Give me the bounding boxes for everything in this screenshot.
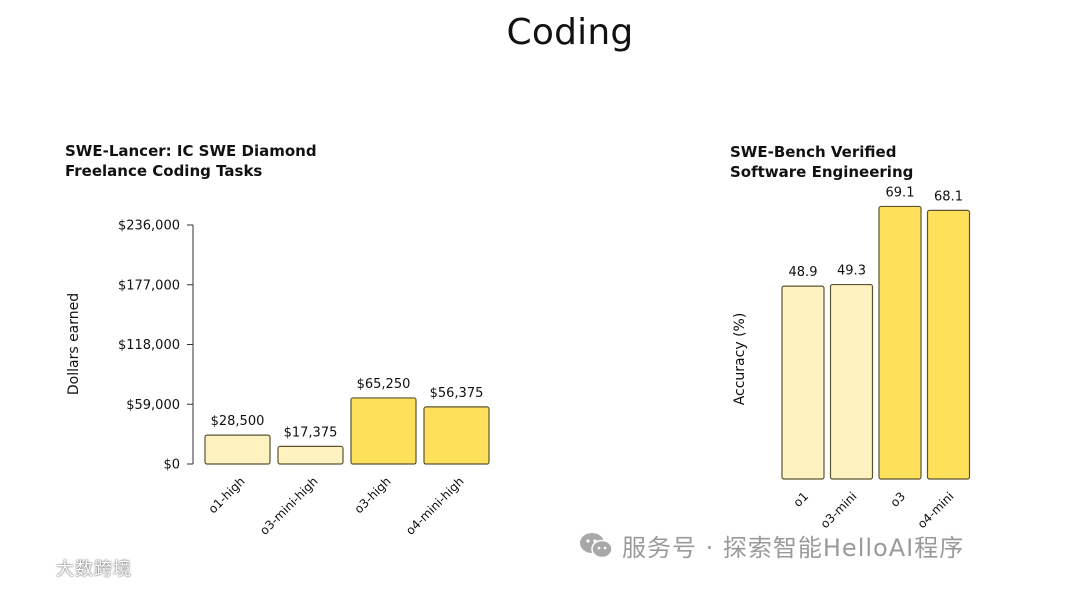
- bar-o3-high: [350, 397, 417, 465]
- value-label-o1-high: $28,500: [211, 414, 265, 429]
- value-label-o1: 48.9: [789, 265, 818, 280]
- bar-o4-mini: [926, 209, 971, 480]
- category-label-o1: o1: [791, 489, 811, 509]
- chart-title-line-1: SWE-Bench Verified: [730, 143, 897, 161]
- y-tick-label: $59,000: [126, 398, 180, 413]
- y-axis-title: Dollars earned: [66, 293, 82, 395]
- bar-o3-mini-high: [277, 445, 344, 465]
- bar-o3: [878, 205, 922, 480]
- y-axis-title: Accuracy (%): [732, 313, 748, 406]
- chart-title-line-1: SWE-Lancer: IC SWE Diamond: [65, 142, 317, 160]
- value-label-o3-mini: 49.3: [837, 264, 866, 279]
- category-label-o3-mini: o3-mini: [818, 489, 860, 531]
- value-label-o3-mini-high: $17,375: [284, 425, 338, 440]
- bar-o3-mini: [829, 283, 874, 480]
- value-label-o3: 69.1: [886, 185, 915, 200]
- bar-o1-high: [204, 434, 271, 465]
- chart-title-swe-bench: SWE-Bench Verified Software Engineering: [730, 142, 913, 182]
- corner-watermark-text: 大数跨境: [56, 559, 132, 580]
- chart-title-swe-lancer: SWE-Lancer: IC SWE Diamond Freelance Cod…: [65, 141, 317, 181]
- value-label-o3-high: $65,250: [357, 377, 411, 392]
- y-tick-label: $236,000: [118, 219, 180, 234]
- y-tick-label: $118,000: [118, 338, 180, 353]
- brand-logo-icon: [8, 557, 48, 584]
- value-label-o4-mini-high: $56,375: [430, 386, 484, 401]
- y-tick-label: $177,000: [118, 278, 180, 293]
- chart-title-line-2: Freelance Coding Tasks: [65, 162, 263, 180]
- value-label-o4-mini: 68.1: [934, 189, 963, 204]
- category-label-o4-mini: o4-mini: [915, 489, 957, 531]
- chart-title-line-2: Software Engineering: [730, 163, 914, 181]
- watermark-text: 服务号 · 探索智能HelloAI程序: [622, 534, 965, 562]
- category-label-o3: o3: [888, 489, 908, 509]
- corner-watermark: 大数跨境: [8, 555, 132, 584]
- bar-o1: [781, 285, 825, 480]
- page-title: Coding: [506, 12, 634, 53]
- wechat-watermark: 服务号 · 探索智能HelloAI程序: [578, 528, 964, 567]
- y-tick-label: $0: [163, 458, 180, 473]
- bar-o4-mini-high: [423, 406, 490, 465]
- wechat-icon: [578, 531, 614, 567]
